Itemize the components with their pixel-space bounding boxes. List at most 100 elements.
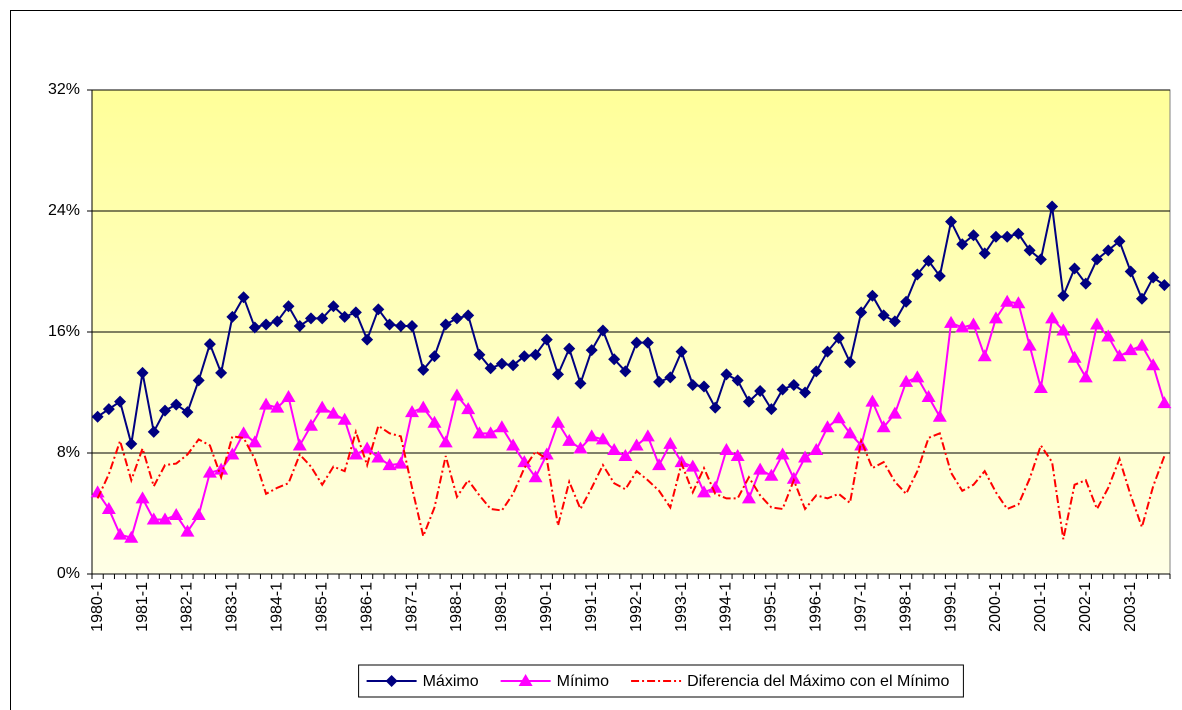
marker-diamond: [406, 319, 419, 332]
axes: 0% 8% 16% 24% 32% 1980-1 1981-1 1982-1 1983-1 198…: [48, 81, 1171, 632]
marker-triangle: [1045, 311, 1060, 324]
marker-diamond: [1034, 253, 1047, 266]
marker-triangle: [461, 402, 476, 415]
marker-triangle: [798, 450, 813, 463]
marker-diamond: [417, 363, 430, 376]
marker-diamond: [619, 365, 632, 378]
marker-triangle: [303, 418, 318, 431]
marker-diamond: [574, 377, 587, 390]
marker-triangle: [416, 400, 431, 413]
y-tick-label: 24%: [48, 202, 80, 219]
marker-diamond: [653, 375, 666, 388]
x-tick-label: 1980-1: [89, 582, 106, 632]
marker-diamond: [945, 215, 958, 228]
marker-diamond: [136, 366, 149, 379]
marker-triangle: [629, 438, 644, 451]
marker-triangle: [101, 501, 116, 514]
x-tick-label: 1997-1: [852, 582, 869, 632]
x-tick-label: 2000-1: [987, 582, 1004, 632]
marker-diamond: [518, 350, 531, 363]
marker-triangle: [518, 674, 533, 686]
marker-triangle: [764, 468, 779, 481]
marker-diamond: [1135, 292, 1148, 305]
series-line: [96, 424, 1166, 540]
marker-diamond: [203, 338, 216, 351]
marker-diamond: [843, 356, 856, 369]
marker-triangle: [124, 530, 139, 543]
marker-diamond: [664, 371, 677, 384]
marker-triangle: [449, 388, 464, 401]
marker-diamond: [1023, 244, 1036, 257]
marker-diamond: [484, 362, 497, 375]
marker-diamond: [327, 300, 340, 313]
marker-triangle: [955, 320, 970, 333]
marker-diamond: [866, 289, 879, 302]
marker-diamond: [102, 403, 115, 416]
marker-diamond: [158, 404, 171, 417]
marker-diamond: [1046, 200, 1059, 213]
marker-triangle: [326, 406, 341, 419]
marker-triangle: [146, 512, 161, 525]
marker-diamond: [147, 425, 160, 438]
x-tick-label: 2001-1: [1032, 582, 1049, 632]
marker-triangle: [427, 415, 442, 428]
marker-diamond: [630, 336, 643, 349]
marker-triangle: [483, 426, 498, 439]
marker-triangle: [438, 435, 453, 448]
marker-triangle: [191, 508, 206, 521]
marker-triangle: [1134, 338, 1149, 351]
marker-triangle: [315, 400, 330, 413]
marker-triangle: [640, 429, 655, 442]
marker-triangle: [910, 370, 925, 383]
marker-triangle: [685, 459, 700, 472]
marker-diamond: [282, 300, 295, 313]
marker-diamond: [394, 319, 407, 332]
marker-diamond: [361, 333, 374, 346]
x-tick-label: 1989-1: [493, 582, 510, 632]
marker-diamond: [900, 295, 913, 308]
legend-item: Diferencia del Máximo con el Mínimo: [631, 673, 949, 690]
legend: Máximo Mínimo Diferencia del Máximo con el…: [358, 664, 964, 698]
marker-diamond: [956, 238, 969, 251]
marker-triangle: [528, 470, 543, 483]
x-tick-label: 1984-1: [269, 582, 286, 632]
marker-triangle: [887, 406, 902, 419]
marker-diamond: [192, 374, 205, 387]
x-tick-label: 1999-1: [942, 582, 959, 632]
marker-triangle: [775, 447, 790, 460]
marker-triangle: [719, 442, 734, 455]
marker-triangle: [225, 447, 240, 460]
marker-diamond: [1147, 271, 1160, 284]
marker-triangle: [337, 412, 352, 425]
marker-diamond: [114, 395, 127, 408]
marker-diamond: [293, 319, 306, 332]
marker-triangle: [820, 420, 835, 433]
x-tick-label: 1981-1: [134, 582, 151, 632]
marker-diamond: [439, 318, 452, 331]
marker-diamond: [967, 229, 980, 242]
marker-diamond: [473, 348, 486, 361]
marker-triangle: [382, 458, 397, 471]
marker-diamond: [248, 321, 261, 334]
marker-diamond: [911, 268, 924, 281]
marker-diamond: [855, 306, 868, 319]
marker-diamond: [776, 383, 789, 396]
marker-triangle: [259, 397, 274, 410]
marker-triangle: [966, 317, 981, 330]
marker-diamond: [1012, 227, 1025, 240]
marker-diamond: [877, 309, 890, 322]
marker-diamond: [428, 350, 441, 363]
marker-diamond: [978, 247, 991, 260]
x-tick-label: 1983-1: [224, 582, 241, 632]
marker-diamond: [529, 348, 542, 361]
grid: [92, 89, 1170, 454]
marker-triangle: [292, 438, 307, 451]
marker-triangle: [157, 512, 172, 525]
marker-triangle: [1011, 296, 1026, 309]
marker-triangle: [1146, 358, 1161, 371]
marker-diamond: [338, 310, 351, 323]
marker-triangle: [921, 390, 936, 403]
marker-triangle: [595, 432, 610, 445]
x-tick-label: 1986-1: [358, 582, 375, 632]
